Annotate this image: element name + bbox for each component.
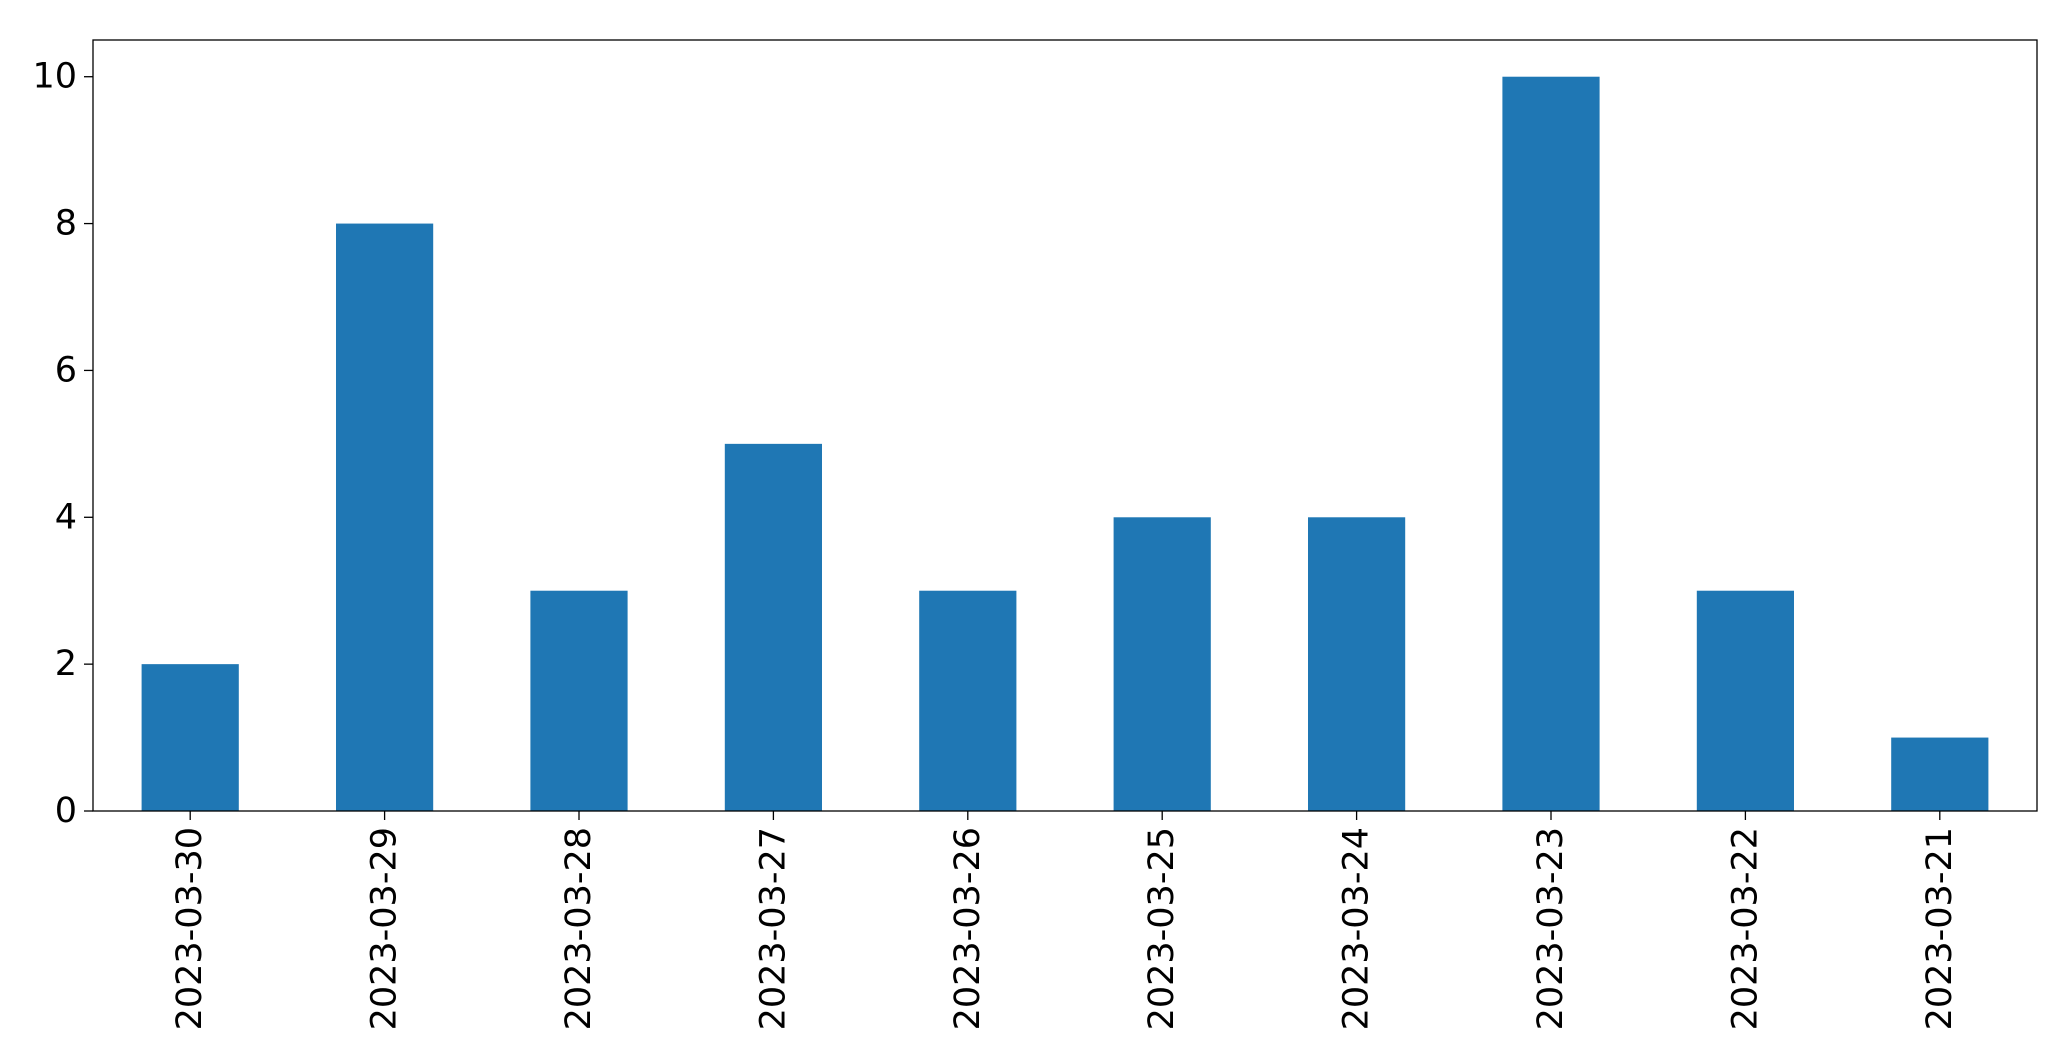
x-tick-label: 2023-03-22 [1725,827,1765,1030]
x-tick-label: 2023-03-26 [948,827,988,1030]
bar-2023-03-27 [724,443,822,811]
y-tick-label: 8 [55,204,77,244]
bar-2023-03-21 [1891,737,1989,811]
plot-frame [92,39,2038,812]
x-axis: 2023-03-30 2023-03-29 2023-03-28 2023-03-27… [170,811,1960,1030]
x-tick-label: 2023-03-30 [170,827,210,1030]
bar-2023-03-22 [1696,590,1794,811]
x-tick-label: 2023-03-25 [1142,827,1182,1030]
x-tick-label: 2023-03-27 [753,827,793,1030]
y-tick-label: 2 [55,644,77,684]
bar-2023-03-24 [1308,517,1406,811]
bar-2023-03-30 [141,664,239,811]
bar-2023-03-23 [1502,76,1600,811]
bar-2023-03-29 [336,223,434,812]
bar-2023-03-26 [919,590,1017,811]
y-tick-label: 6 [55,350,77,390]
bar-2023-03-25 [1113,517,1211,811]
y-axis: 0 2 4 6 8 10 [32,57,93,831]
x-tick-label: 2023-03-28 [559,827,599,1030]
y-tick-label: 4 [55,497,77,537]
x-tick-label: 2023-03-21 [1920,827,1960,1030]
x-tick-label: 2023-03-24 [1337,827,1377,1030]
bar-2023-03-28 [530,590,628,811]
x-tick-label: 2023-03-29 [365,827,405,1030]
bars-layer [141,76,1989,812]
x-tick-label: 2023-03-23 [1531,827,1571,1030]
y-tick-label: 10 [32,57,77,97]
y-tick-label: 0 [55,791,77,831]
